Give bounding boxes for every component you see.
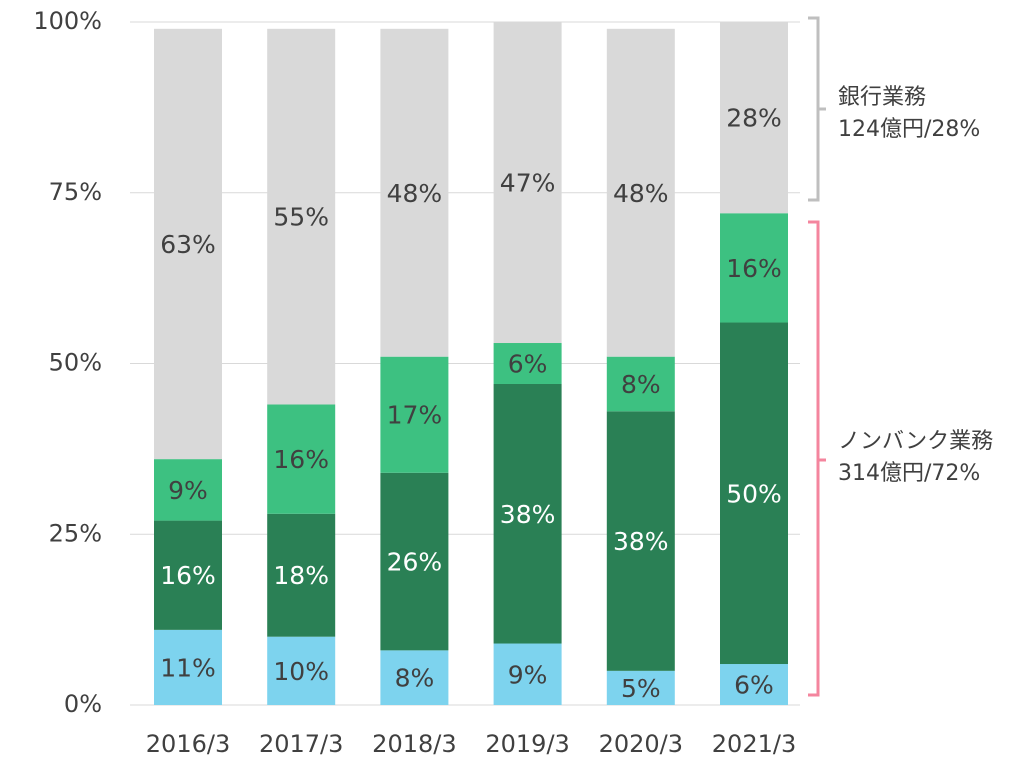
x-tick-label: 2020/3 — [599, 730, 683, 758]
bar-segment — [267, 636, 336, 705]
data-label: 48% — [613, 179, 669, 208]
bar-segment — [493, 22, 562, 344]
y-tick-label: 100% — [33, 7, 102, 35]
bar-segment — [493, 643, 562, 705]
x-tick-label: 2018/3 — [372, 730, 456, 758]
bar-segment — [720, 22, 788, 214]
data-label: 48% — [387, 179, 443, 208]
bar-segment — [154, 28, 222, 460]
y-tick-label: 25% — [49, 519, 102, 547]
bar-segment — [380, 356, 449, 473]
data-label: 16% — [273, 445, 329, 474]
x-tick-label: 2017/3 — [259, 730, 343, 758]
x-tick-label: 2021/3 — [712, 730, 796, 758]
bar-segment — [154, 629, 222, 705]
annotation: 124億円/28% — [838, 117, 980, 142]
bar-segment — [267, 28, 336, 405]
y-tick-label: 0% — [64, 690, 102, 718]
bar-segment — [606, 28, 675, 357]
bar-segment — [267, 404, 336, 514]
bar-segment — [380, 28, 449, 357]
x-tick-label: 2016/3 — [146, 730, 230, 758]
y-tick-label: 50% — [49, 349, 102, 377]
data-label: 28% — [726, 104, 782, 133]
data-label: 8% — [621, 370, 661, 399]
bar-segment — [493, 383, 562, 644]
bar-segment — [154, 520, 222, 630]
nonbank-bracket — [808, 220, 826, 697]
bar-segment — [720, 213, 788, 323]
bank-bracket — [808, 16, 826, 202]
data-label: 18% — [273, 561, 329, 590]
bar-segment — [606, 670, 675, 705]
bar-segment — [493, 343, 562, 384]
data-label: 5% — [621, 674, 661, 703]
data-label: 9% — [508, 660, 548, 689]
data-label: 63% — [160, 230, 216, 259]
data-label: 50% — [726, 479, 782, 508]
data-label: 10% — [273, 657, 329, 686]
x-tick-label: 2019/3 — [485, 730, 569, 758]
data-label: 55% — [273, 203, 329, 232]
data-label: 11% — [160, 653, 216, 682]
bar-segment — [380, 650, 449, 705]
bar-segment — [720, 664, 788, 705]
bar-segment — [720, 322, 788, 665]
data-label: 8% — [395, 664, 435, 693]
annotation: 314億円/72% — [838, 461, 980, 486]
data-label: 9% — [168, 476, 208, 505]
data-label: 16% — [726, 254, 782, 283]
data-label: 26% — [387, 548, 443, 577]
bar-segment — [606, 411, 675, 671]
data-label: 6% — [734, 671, 774, 700]
data-label: 38% — [613, 527, 669, 556]
bar-segment — [154, 459, 222, 521]
data-label: 38% — [500, 500, 556, 529]
bar-segment — [380, 472, 449, 651]
data-label: 17% — [387, 401, 443, 430]
annotation: ノンバンク業務 — [838, 429, 993, 454]
annotation: 銀行業務 — [838, 85, 926, 110]
data-label: 16% — [160, 561, 216, 590]
data-label: 6% — [508, 350, 548, 379]
y-tick-label: 75% — [49, 178, 102, 206]
bar-segment — [267, 513, 336, 637]
bar-segment — [606, 356, 675, 412]
data-label: 47% — [500, 169, 556, 198]
